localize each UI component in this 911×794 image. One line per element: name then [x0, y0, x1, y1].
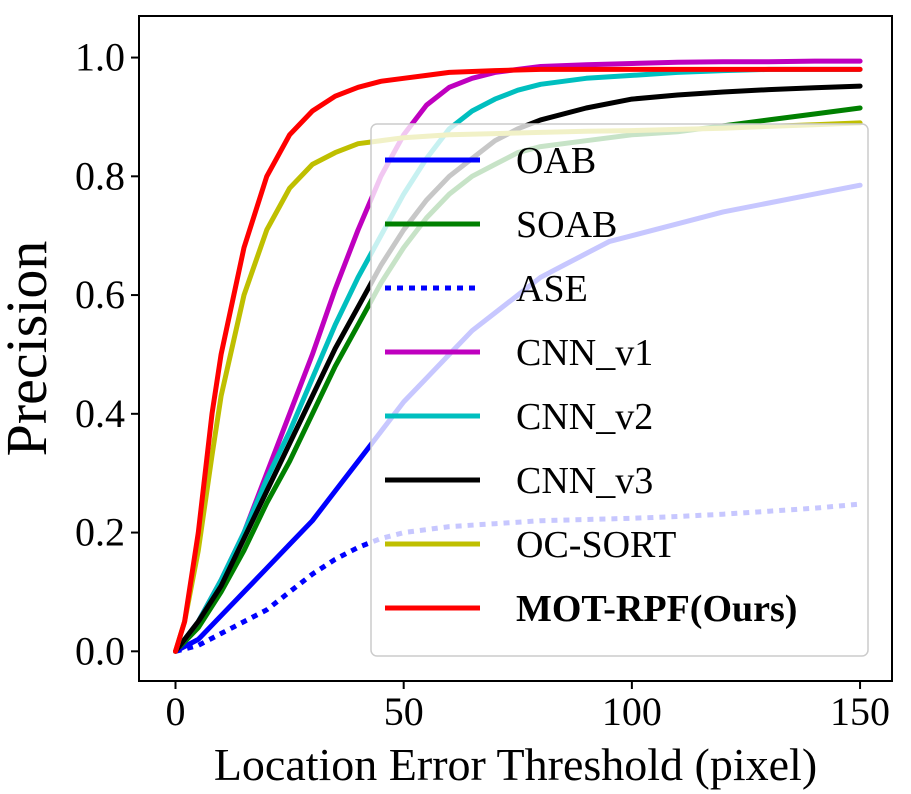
y-axis-ticks: 0.0 0.2 0.4 0.6 0.8 1.0: [75, 35, 139, 673]
y-tick-label: 1.0: [75, 35, 125, 80]
y-tick-label: 0.4: [75, 391, 125, 436]
legend: OAB SOAB ASE CNN_v1 CNN_v2 CNN_v3 OC-SORT MOT-R…: [370, 123, 869, 657]
y-tick-label: 0.8: [75, 153, 125, 198]
x-axis-label: Location Error Threshold (pixel): [214, 739, 817, 790]
y-tick-label: 0.0: [75, 628, 125, 673]
plot-frame: [138, 15, 893, 682]
legend-label: OC-SORT: [516, 524, 676, 566]
legend-label: MOT-RPF(Ours): [516, 588, 797, 630]
legend-label: CNN_v2: [516, 396, 653, 438]
x-tick-label: 50: [384, 689, 424, 734]
legend-label: CNN_v1: [516, 332, 653, 374]
series-line-mot-rpf-ours: [173, 66, 863, 654]
x-tick-label: 100: [602, 689, 662, 734]
legend-label: OAB: [516, 140, 596, 182]
y-axis-label: Precision: [0, 241, 59, 457]
legend-label: ASE: [516, 268, 588, 310]
legend-label: SOAB: [516, 204, 617, 246]
x-tick-label: 0: [166, 689, 186, 734]
legend-label: CNN_v3: [516, 460, 653, 502]
x-axis-ticks: 0 50 100 150: [166, 681, 890, 734]
y-tick-label: 0.6: [75, 272, 125, 317]
y-tick-label: 0.2: [75, 510, 125, 555]
x-tick-label: 150: [830, 689, 890, 734]
legend-box: [370, 123, 869, 657]
